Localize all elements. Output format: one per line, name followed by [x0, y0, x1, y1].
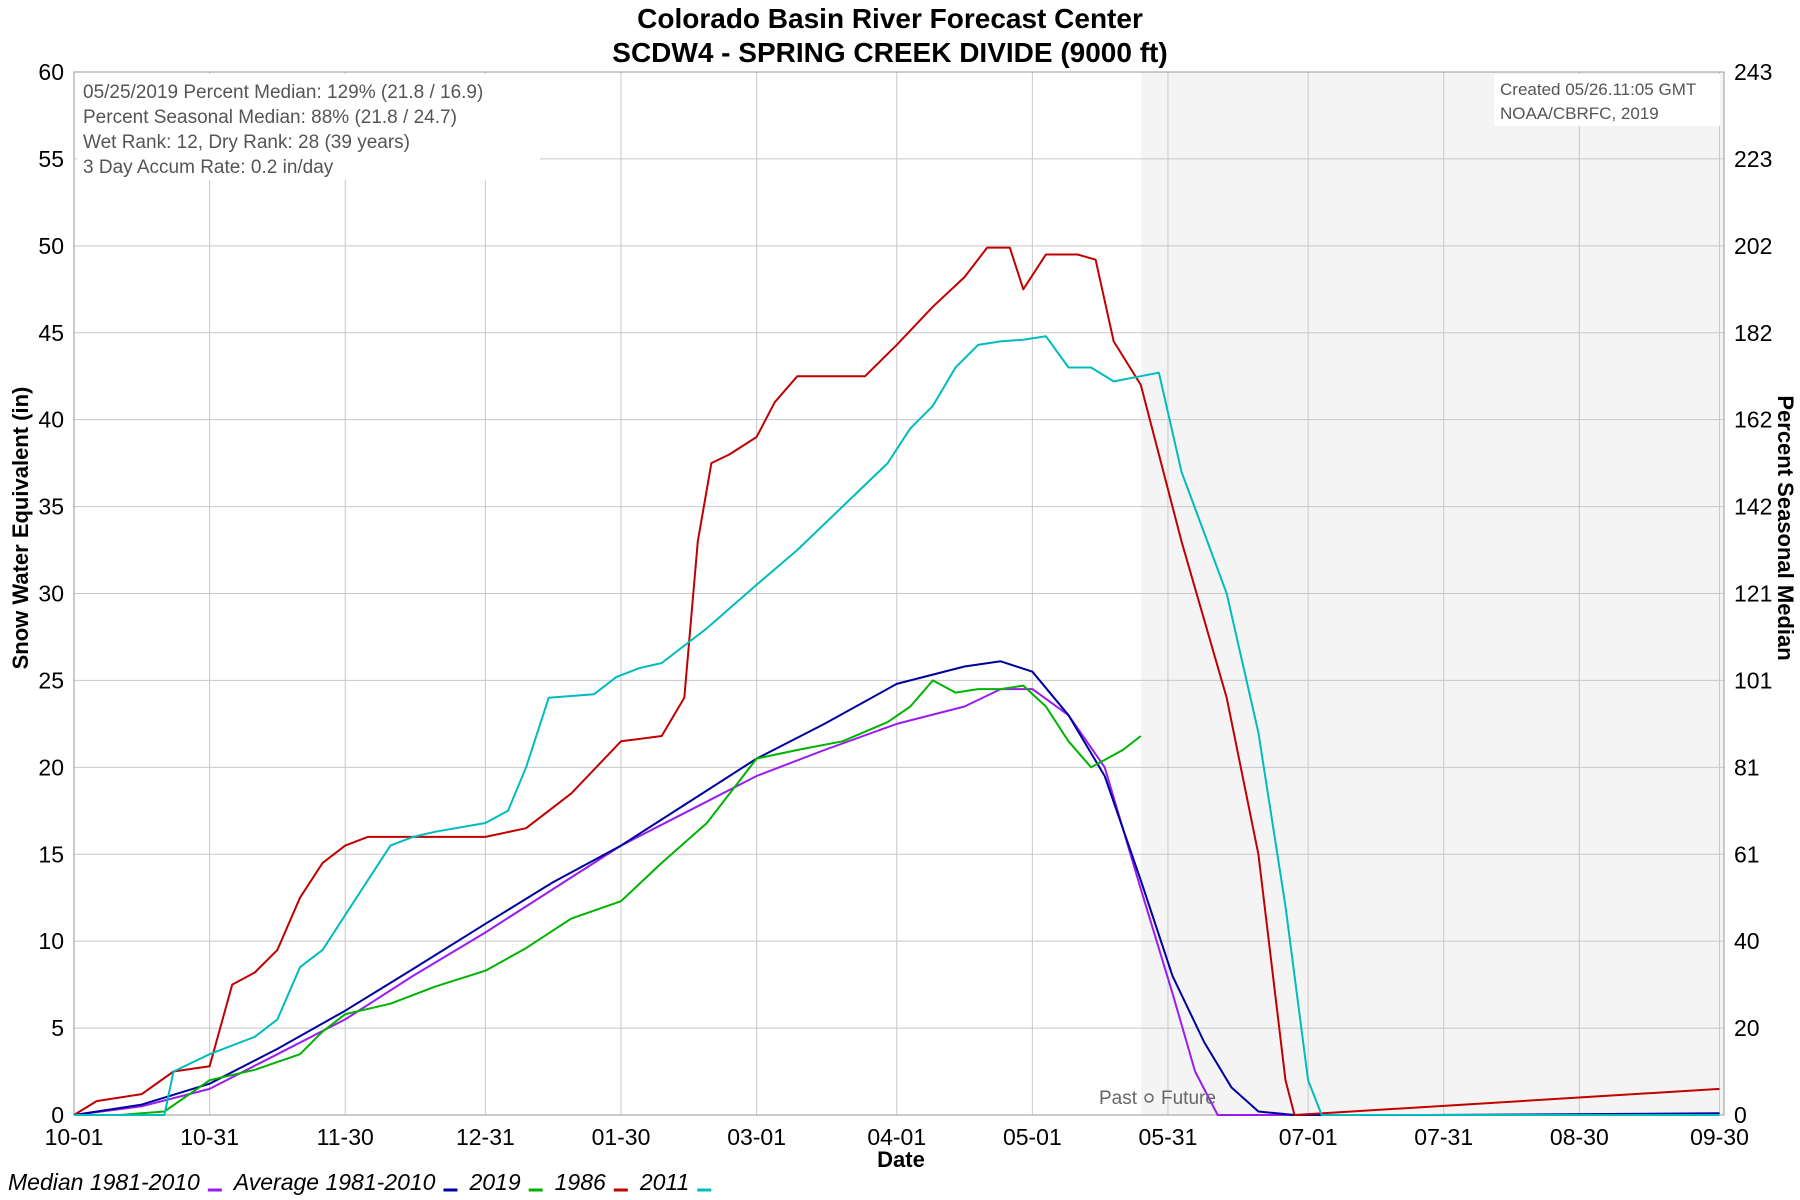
plot-frame [73, 71, 1725, 1116]
x-tick-label: 07-31 [1414, 1124, 1473, 1150]
info-line: Wet Rank: 12, Dry Rank: 28 (39 years) [83, 132, 410, 153]
past-future-marker: Past Future [1099, 1088, 1216, 1109]
x-tick-label: 11-30 [317, 1124, 374, 1150]
info-line: Percent Seasonal Median: 88% (21.8 / 24.… [83, 107, 457, 128]
legend-label: Median 1981-2010 [8, 1169, 200, 1195]
y-tick-label: 5 [51, 1015, 64, 1041]
x-tick-label: 10-31 [180, 1124, 239, 1150]
series-line-2 [73, 660, 1720, 1116]
y-tick-label: 15 [38, 841, 64, 867]
y2-tick-label: 121 [1734, 581, 1772, 607]
info-line: 3 Day Accum Rate: 0.2 in/day [83, 157, 334, 178]
chart-subtitle: SCDW4 - SPRING CREEK DIVIDE (9000 ft) [612, 37, 1167, 68]
y2-axis-label: Percent Seasonal Median [1773, 395, 1798, 660]
series-line-4 [73, 246, 1720, 1116]
series-line-3 [74, 679, 1142, 1116]
future-label: Future [1161, 1088, 1216, 1109]
y-tick-label: 25 [38, 667, 64, 693]
y2-tick-label: 202 [1734, 233, 1772, 259]
y-tick-label: 10 [38, 928, 64, 954]
y-tick-label: 50 [38, 233, 64, 259]
y-tick-label: 30 [38, 581, 64, 607]
x-tick-label: 04-01 [867, 1124, 926, 1150]
x-tick-label: 05-01 [1003, 1124, 1062, 1150]
legend-label: 2011 [639, 1169, 689, 1195]
x-tick-label: 09-30 [1690, 1124, 1749, 1150]
series-group [73, 246, 1720, 1116]
y2-tick-label: 162 [1734, 407, 1772, 433]
x-axis-label: Date [877, 1147, 925, 1172]
series-line-1 [73, 688, 1720, 1116]
credit-box: Created 05/26.11:05 GMT NOAA/CBRFC, 2019 [1494, 74, 1720, 126]
y-tick-label: 55 [38, 146, 64, 172]
credit-line: Created 05/26.11:05 GMT [1500, 80, 1696, 99]
x-tick-label: 12-31 [456, 1124, 515, 1150]
past-future-divider-icon [1144, 1093, 1154, 1103]
chart-title: Colorado Basin River Forecast Center [637, 3, 1143, 34]
y-tick-label: 60 [38, 59, 64, 85]
y2-tick-label: 81 [1734, 754, 1760, 780]
grid [73, 71, 1724, 1116]
y2-tick-label: 142 [1734, 494, 1772, 520]
y2-tick-label: 243 [1734, 59, 1772, 85]
y-tick-label: 0 [51, 1102, 64, 1128]
y2-tick-label: 61 [1734, 841, 1760, 867]
y2-tick-label: 0 [1734, 1102, 1747, 1128]
credit-box-background [1494, 74, 1720, 126]
info-line: 05/25/2019 Percent Median: 129% (21.8 / … [83, 82, 483, 103]
y2-tick-label: 182 [1734, 320, 1772, 346]
y-tick-label: 45 [38, 320, 64, 346]
past-label: Past [1099, 1088, 1138, 1109]
x-tick-label: 07-01 [1279, 1124, 1338, 1150]
y-tick-label: 20 [38, 754, 64, 780]
x-tick-label: 03-01 [727, 1124, 786, 1150]
legend-label: Average 1981-2010 [232, 1169, 436, 1195]
x-tick-label: 05-31 [1139, 1124, 1198, 1150]
y-axis-label: Snow Water Equivalent (in) [8, 387, 33, 670]
x-tick-label: 10-01 [45, 1124, 104, 1150]
y-tick-label: 40 [38, 407, 64, 433]
info-box: 05/25/2019 Percent Median: 129% (21.8 / … [77, 74, 540, 180]
series-line-5 [74, 335, 1720, 1116]
y2-tick-label: 223 [1734, 146, 1772, 172]
legend-label: 2019 [468, 1169, 520, 1195]
x-tick-label: 01-30 [592, 1124, 651, 1150]
y2-tick-label: 40 [1734, 928, 1760, 954]
info-box-background [77, 74, 540, 180]
y-tick-label: 35 [38, 494, 64, 520]
credit-line: NOAA/CBRFC, 2019 [1500, 104, 1659, 123]
axis-ticks: 0 5 10 15 20 25 30 35 40 45 50 55 60 0 20 40 61 81 101 121 1… [38, 59, 1772, 1150]
y2-tick-label: 20 [1734, 1015, 1760, 1041]
legend-label: 1986 [555, 1169, 606, 1195]
x-tick-label: 08-30 [1550, 1124, 1609, 1150]
legend: Median 1981-2010 Average 1981-2010 2019 198… [8, 1169, 712, 1195]
y2-tick-label: 101 [1734, 667, 1772, 693]
